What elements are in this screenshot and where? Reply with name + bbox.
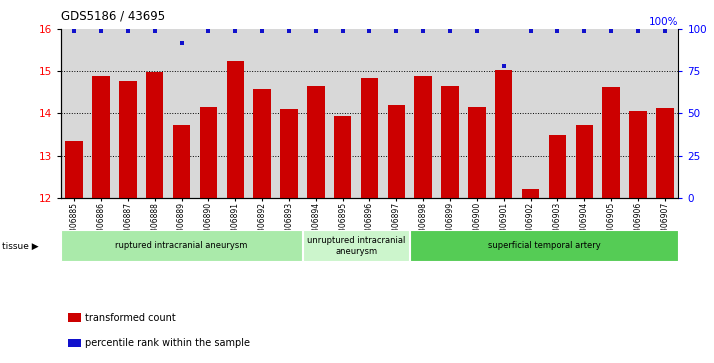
Bar — [603, 87, 620, 198]
Point — [256, 28, 268, 34]
Point — [229, 28, 241, 34]
Bar — [334, 117, 351, 198]
Point — [471, 28, 483, 34]
Point — [69, 28, 80, 34]
Point — [95, 28, 106, 34]
Text: ruptured intracranial aneurysm: ruptured intracranial aneurysm — [116, 241, 248, 250]
Bar — [280, 109, 298, 198]
Point — [633, 28, 644, 34]
Text: tissue ▶: tissue ▶ — [2, 241, 39, 250]
Bar — [361, 78, 378, 198]
Text: transformed count: transformed count — [85, 313, 176, 323]
Bar — [629, 111, 647, 198]
Text: superficial temporal artery: superficial temporal artery — [488, 241, 600, 250]
Point — [337, 28, 348, 34]
Bar — [522, 188, 539, 198]
Point — [525, 28, 536, 34]
Point — [444, 28, 456, 34]
Point — [552, 28, 563, 34]
Bar — [307, 86, 325, 198]
Bar — [66, 141, 83, 198]
Text: 100%: 100% — [649, 17, 678, 27]
Text: percentile rank within the sample: percentile rank within the sample — [85, 338, 250, 348]
Bar — [411, 231, 678, 261]
Bar — [388, 105, 405, 198]
Bar — [303, 231, 409, 261]
Bar — [656, 109, 673, 198]
Bar — [146, 72, 164, 198]
Point — [149, 28, 161, 34]
Point — [578, 28, 590, 34]
Bar — [173, 125, 190, 198]
Point — [605, 28, 617, 34]
Bar — [61, 231, 302, 261]
Point — [203, 28, 214, 34]
Point — [283, 28, 295, 34]
Point — [176, 40, 187, 45]
Bar — [414, 76, 432, 198]
Point — [659, 28, 670, 34]
Point — [498, 63, 510, 69]
Point — [363, 28, 375, 34]
Bar — [92, 76, 110, 198]
Bar — [495, 70, 513, 198]
Bar — [549, 135, 566, 198]
Bar — [575, 125, 593, 198]
Point — [418, 28, 429, 34]
Point — [122, 28, 134, 34]
Point — [310, 28, 321, 34]
Bar — [253, 89, 271, 198]
Bar — [226, 61, 244, 198]
Point — [391, 28, 402, 34]
Bar — [200, 107, 217, 198]
Bar — [441, 86, 459, 198]
Text: GDS5186 / 43695: GDS5186 / 43695 — [61, 9, 165, 22]
Text: unruptured intracranial
aneurysm: unruptured intracranial aneurysm — [307, 236, 406, 256]
Bar — [468, 107, 486, 198]
Bar — [119, 81, 136, 198]
